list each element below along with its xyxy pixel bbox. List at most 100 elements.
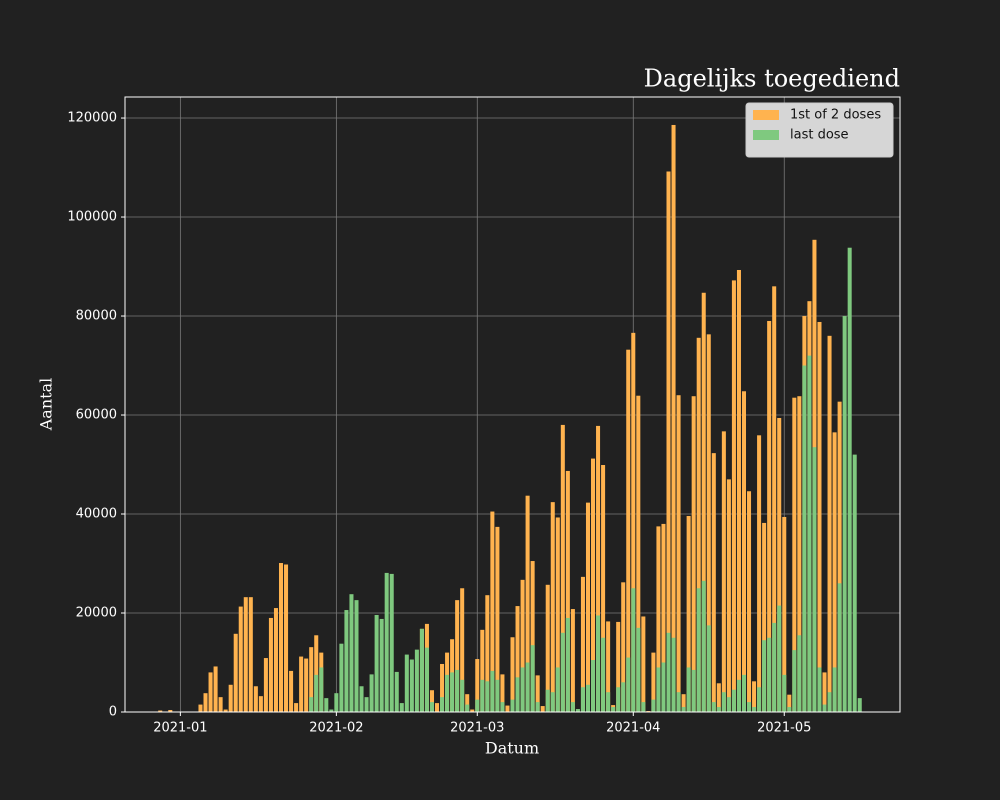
bar	[455, 669, 460, 712]
bar	[495, 679, 500, 712]
bar	[485, 681, 490, 712]
bar	[721, 431, 726, 712]
bar	[460, 679, 465, 712]
bar	[596, 425, 601, 712]
bar	[213, 666, 218, 712]
bar	[641, 616, 646, 712]
bar	[404, 654, 409, 712]
bar	[611, 707, 616, 712]
bar	[752, 707, 757, 712]
bar	[470, 709, 475, 712]
bar	[243, 597, 248, 712]
bar	[515, 606, 520, 712]
bar	[248, 597, 253, 712]
bar	[585, 684, 590, 712]
bar	[747, 491, 752, 712]
x-tick-label: 2021-03	[450, 721, 504, 736]
bar	[525, 495, 530, 712]
bar	[762, 640, 767, 712]
bar	[374, 614, 379, 712]
bar	[339, 643, 344, 712]
bar	[364, 697, 369, 712]
y-axis-label: Aantal	[37, 378, 56, 431]
bar	[324, 698, 329, 712]
bar	[651, 652, 656, 712]
bar	[168, 710, 173, 712]
bar	[601, 465, 606, 712]
bar	[691, 396, 696, 712]
bar	[681, 707, 686, 712]
x-tick-label: 2021-05	[757, 721, 811, 736]
bar	[565, 617, 570, 712]
bar	[661, 662, 666, 712]
y-tick-label: 60000	[76, 408, 117, 423]
bar	[711, 702, 716, 712]
bar	[716, 683, 721, 712]
bar	[530, 561, 535, 712]
bar	[314, 674, 319, 712]
bar	[203, 693, 208, 712]
bar	[606, 621, 611, 712]
bar	[334, 693, 339, 712]
bar	[731, 280, 736, 712]
bar	[767, 637, 772, 712]
bar	[570, 702, 575, 712]
bar	[817, 667, 822, 712]
bar	[485, 595, 490, 712]
bar	[158, 710, 163, 712]
bar	[379, 618, 384, 712]
x-axis-label: Datum	[485, 739, 539, 758]
bar	[525, 662, 530, 712]
legend-swatch	[753, 130, 779, 140]
bar	[520, 667, 525, 712]
bar	[208, 672, 213, 712]
bar	[309, 647, 314, 712]
bar	[495, 526, 500, 712]
bar	[621, 682, 626, 712]
bar	[465, 694, 470, 712]
bar	[681, 694, 686, 712]
bar	[429, 702, 434, 712]
bar	[455, 600, 460, 712]
bar	[580, 687, 585, 712]
legend: 1st of 2 doses last dose	[745, 102, 894, 158]
bar	[711, 453, 716, 712]
bar	[460, 588, 465, 712]
bar	[424, 647, 429, 712]
bar	[797, 635, 802, 712]
bar	[636, 395, 641, 712]
bar	[787, 707, 792, 712]
bar	[757, 435, 762, 712]
legend-label: last dose	[790, 128, 849, 143]
bar	[500, 674, 505, 712]
bar	[731, 689, 736, 712]
bar	[666, 171, 671, 713]
bar	[450, 672, 455, 712]
bar	[772, 286, 777, 712]
bar	[349, 594, 354, 712]
bar	[550, 502, 555, 712]
bar	[273, 608, 278, 712]
bar	[696, 337, 701, 712]
bar	[837, 401, 842, 712]
bar	[560, 424, 565, 712]
bar	[686, 515, 691, 712]
chart-title: Dagelijks toegediend	[644, 65, 900, 93]
bar	[671, 124, 676, 712]
bar	[409, 659, 414, 712]
bar	[741, 674, 747, 712]
y-tick-label: 0	[109, 705, 117, 720]
bar	[253, 686, 258, 712]
bar	[510, 637, 515, 712]
bar	[278, 563, 284, 712]
bar	[721, 692, 726, 712]
bar	[807, 355, 812, 712]
bar	[606, 692, 611, 712]
bar	[480, 629, 485, 712]
bar	[550, 692, 555, 712]
bar	[857, 698, 862, 712]
y-tick-label: 40000	[76, 507, 117, 522]
bar	[475, 699, 480, 712]
x-tick-label: 2021-01	[153, 721, 207, 736]
bar	[767, 320, 772, 712]
